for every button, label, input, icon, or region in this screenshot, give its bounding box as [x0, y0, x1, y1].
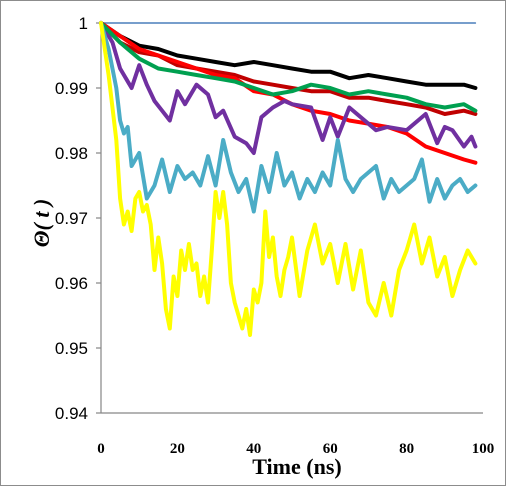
y-tick-label: 1 — [79, 14, 88, 33]
x-tick-label: 60 — [323, 441, 338, 457]
y-axis-label: Θ( t ) — [29, 199, 54, 248]
x-axis-label: Time (ns) — [252, 454, 341, 479]
x-tick-label: 100 — [472, 441, 495, 457]
x-tick-label: 20 — [170, 441, 185, 457]
series-line-7 — [99, 21, 478, 214]
series-line-8 — [99, 21, 478, 337]
y-tick-label: 0.94 — [55, 404, 88, 423]
x-tick-group: 0 20 40 60 80 100 — [97, 441, 494, 457]
x-tick-label: 0 — [97, 441, 105, 457]
y-tick-group: 0.94 0.95 0.96 0.97 0.98 0.99 1 — [55, 14, 101, 423]
y-tick-label: 0.99 — [55, 79, 88, 98]
axes — [100, 23, 483, 414]
y-tick-label: 0.98 — [55, 144, 88, 163]
y-tick-label: 0.95 — [55, 339, 88, 358]
series-group — [99, 21, 478, 337]
series-line-2 — [99, 21, 478, 90]
y-tick-label: 0.96 — [55, 274, 88, 293]
series-line-6 — [99, 21, 478, 113]
y-tick-label: 0.97 — [55, 209, 88, 228]
x-tick-label: 80 — [399, 441, 414, 457]
x-tick-label: 40 — [246, 441, 261, 457]
series-line-5 — [99, 21, 478, 155]
